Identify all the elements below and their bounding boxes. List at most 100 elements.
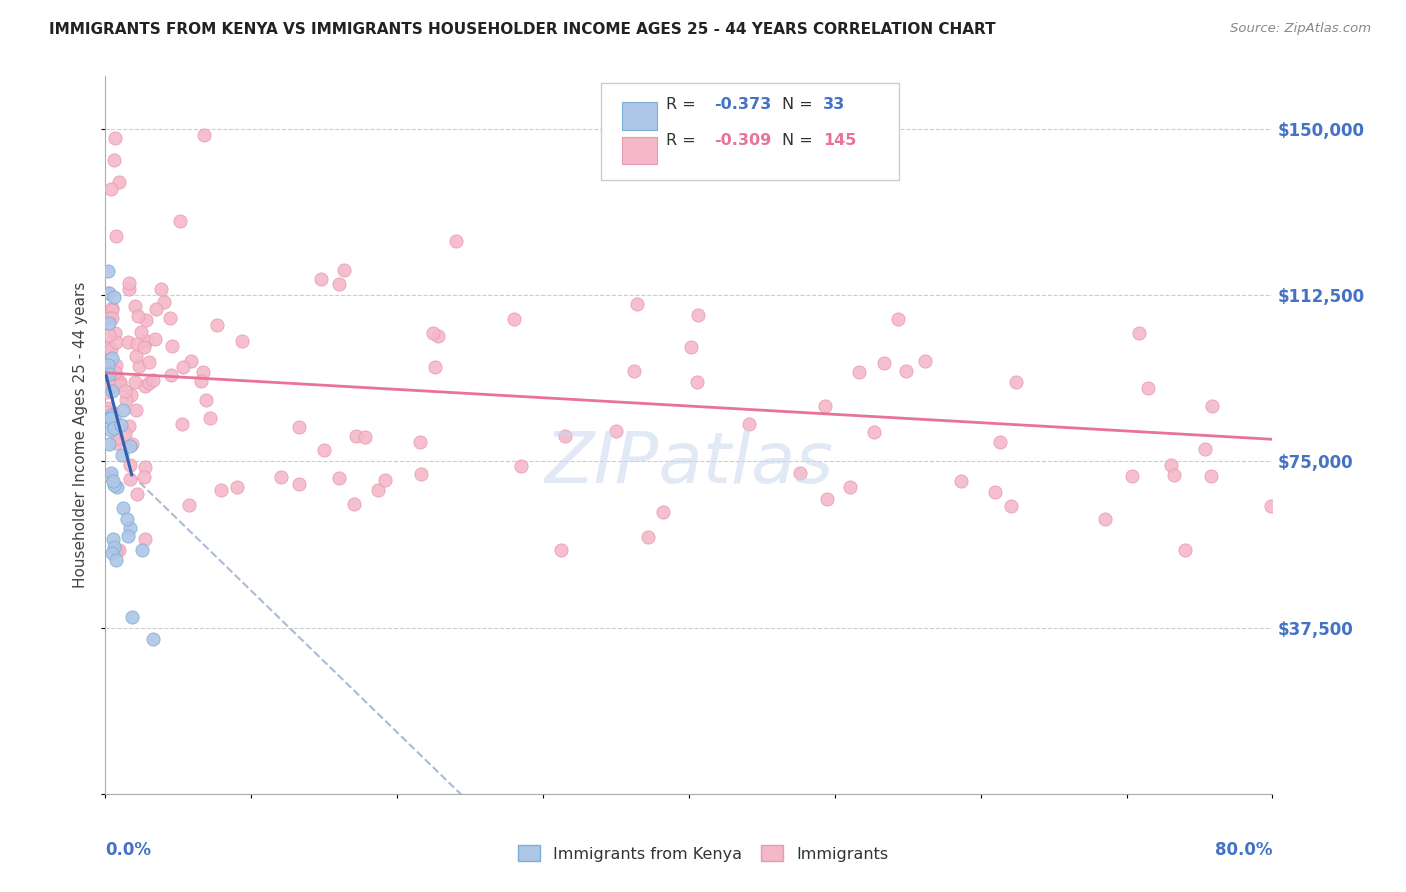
Text: 145: 145: [823, 133, 856, 148]
Point: [103, 540, 125, 554]
Point: [105, 368, 128, 382]
Point: [180, 354, 202, 368]
Point: [120, 472, 142, 486]
Point: [984, 485, 1007, 500]
Point: [103, 421, 125, 435]
Point: [97, 316, 120, 330]
FancyBboxPatch shape: [623, 136, 658, 164]
Point: [814, 399, 837, 413]
Point: [100, 470, 122, 484]
Point: [100, 364, 122, 378]
Point: [231, 334, 253, 348]
Point: [97, 341, 120, 355]
Point: [118, 521, 141, 535]
Point: [100, 423, 122, 437]
Point: [873, 356, 896, 370]
Point: [117, 277, 139, 291]
Point: [96, 405, 118, 419]
Point: [108, 375, 131, 389]
Point: [117, 335, 139, 350]
Point: [1199, 468, 1222, 483]
Point: [100, 182, 122, 196]
Point: [887, 312, 910, 326]
Point: [100, 342, 122, 356]
Point: [97, 401, 120, 415]
Point: [270, 470, 292, 484]
Point: [169, 214, 191, 228]
Point: [193, 365, 215, 379]
Point: [97, 264, 120, 278]
Point: [104, 543, 127, 558]
Point: [142, 632, 165, 646]
Point: [309, 272, 332, 286]
Point: [124, 299, 146, 313]
Point: [159, 311, 181, 326]
Point: [328, 471, 350, 485]
Point: [100, 411, 122, 425]
Point: [120, 388, 142, 402]
Point: [101, 351, 124, 365]
Text: R =: R =: [665, 97, 700, 112]
Point: [738, 417, 761, 432]
Point: [200, 411, 222, 425]
Point: [135, 334, 157, 349]
Point: [121, 436, 143, 450]
Point: [1005, 375, 1028, 389]
Point: [125, 337, 148, 351]
Point: [104, 335, 127, 350]
Point: [134, 379, 156, 393]
Text: 0.0%: 0.0%: [105, 840, 152, 859]
Point: [949, 475, 972, 489]
Point: [193, 128, 215, 143]
Point: [112, 402, 135, 417]
Point: [502, 311, 524, 326]
Point: [104, 131, 127, 145]
Point: [988, 435, 1011, 450]
Point: [422, 326, 444, 341]
Point: [101, 532, 124, 546]
Point: [626, 297, 648, 311]
Point: [105, 358, 128, 372]
Point: [914, 353, 936, 368]
Point: [103, 379, 125, 393]
Point: [98, 285, 121, 300]
Point: [160, 368, 183, 383]
Point: [103, 474, 125, 488]
Text: -0.309: -0.309: [714, 133, 772, 148]
Point: [134, 532, 156, 546]
Point: [128, 359, 150, 374]
Point: [896, 363, 918, 377]
Point: [510, 458, 533, 473]
Point: [863, 425, 886, 440]
Point: [637, 530, 659, 544]
Point: [651, 505, 673, 519]
Point: [107, 376, 129, 390]
Point: [117, 512, 139, 526]
Point: [131, 325, 153, 339]
Point: [98, 379, 121, 393]
Point: [104, 365, 127, 379]
Point: [288, 420, 311, 434]
Point: [124, 375, 146, 389]
Point: [103, 411, 125, 425]
Point: [172, 360, 194, 375]
Point: [550, 543, 572, 558]
Point: [143, 332, 166, 346]
Text: -0.373: -0.373: [714, 97, 772, 112]
Point: [681, 340, 703, 354]
Text: IMMIGRANTS FROM KENYA VS IMMIGRANTS HOUSEHOLDER INCOME AGES 25 - 44 YEARS CORREL: IMMIGRANTS FROM KENYA VS IMMIGRANTS HOUS…: [49, 22, 995, 37]
Point: [426, 329, 449, 343]
Point: [101, 366, 124, 380]
Legend: Immigrants from Kenya, Immigrants: Immigrants from Kenya, Immigrants: [512, 839, 894, 868]
Point: [150, 282, 173, 296]
Point: [1137, 381, 1160, 395]
Point: [97, 367, 120, 381]
Text: 80.0%: 80.0%: [1215, 840, 1272, 859]
Point: [127, 309, 149, 323]
Point: [101, 302, 124, 317]
Y-axis label: Householder Income Ages 25 - 44 years: Householder Income Ages 25 - 44 years: [73, 282, 89, 588]
Point: [1194, 442, 1216, 456]
Point: [108, 377, 131, 392]
Point: [118, 282, 141, 296]
Point: [104, 553, 127, 567]
